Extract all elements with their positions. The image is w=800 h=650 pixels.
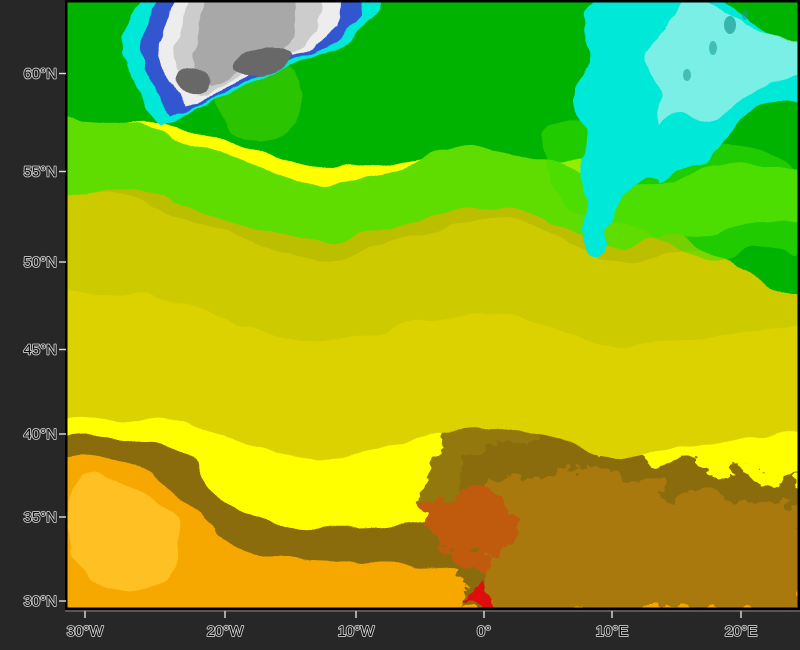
svg-text:40°N: 40°N: [23, 426, 57, 443]
svg-text:35°N: 35°N: [23, 509, 57, 526]
svg-text:20°E: 20°E: [725, 623, 758, 640]
svg-text:60°N: 60°N: [23, 66, 57, 83]
svg-text:0°: 0°: [477, 623, 491, 640]
svg-text:30°W: 30°W: [67, 623, 105, 640]
svg-text:55°N: 55°N: [23, 164, 57, 181]
svg-text:45°N: 45°N: [23, 342, 57, 359]
svg-text:50°N: 50°N: [23, 254, 57, 271]
svg-text:20°W: 20°W: [207, 623, 245, 640]
svg-text:10°E: 10°E: [596, 623, 629, 640]
svg-text:10°W: 10°W: [338, 623, 376, 640]
svg-text:30°N: 30°N: [23, 593, 57, 610]
